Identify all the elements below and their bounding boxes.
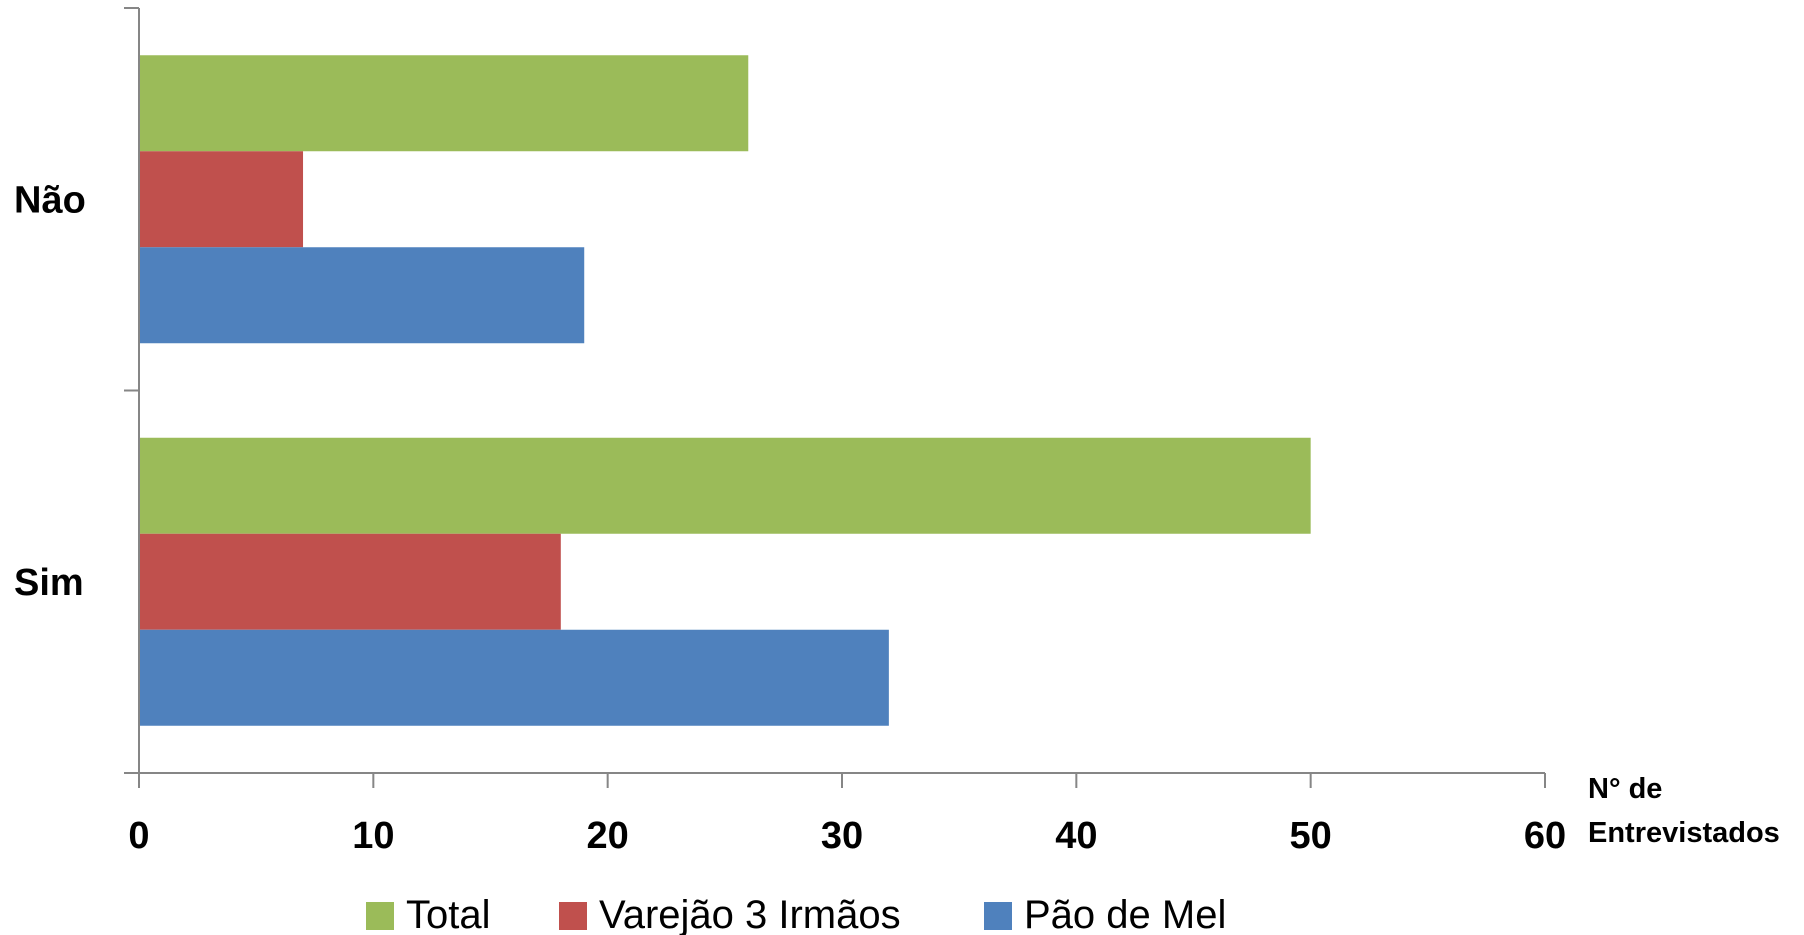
bars-group	[139, 55, 1311, 726]
legend-swatch	[984, 902, 1012, 930]
x-tick-label: 30	[821, 815, 863, 857]
legend: Total Varejão 3 Irmãos Pão de Mel	[366, 893, 1226, 935]
x-axis-title: N° de Entrevistados	[1588, 773, 1780, 849]
x-tick-marks	[138, 773, 1546, 788]
legend-label: Varejão 3 Irmãos	[599, 893, 901, 935]
category-label: Não	[14, 179, 86, 221]
bar-varej-o-3-irm-os-sim	[139, 533, 561, 630]
x-tick-label: 50	[1290, 815, 1332, 857]
legend-swatch	[559, 902, 587, 930]
legend-swatch	[366, 902, 394, 930]
legend-label: Total	[406, 893, 491, 935]
category-label: Sim	[14, 562, 84, 604]
bar-total-sim	[139, 437, 1311, 534]
category-labels: Não Sim	[14, 179, 86, 604]
x-tick-label: 0	[128, 815, 149, 857]
legend-label: Pão de Mel	[1024, 893, 1226, 935]
x-tick-label: 20	[587, 815, 629, 857]
x-tick-label: 10	[352, 815, 394, 857]
bar-p-o-de-mel-n-o	[139, 247, 585, 344]
x-tick-labels: 0 10 20 30 40 50 60	[128, 815, 1566, 857]
bar-total-n-o	[139, 55, 749, 152]
x-axis-title-line-2: Entrevistados	[1588, 817, 1780, 849]
x-axis-title-line-1: N° de	[1588, 773, 1662, 805]
bar-p-o-de-mel-sim	[139, 629, 889, 726]
x-tick-label: 60	[1524, 815, 1566, 857]
y-tick-marks	[124, 7, 139, 774]
bar-varej-o-3-irm-os-n-o	[139, 151, 304, 248]
x-tick-label: 40	[1055, 815, 1097, 857]
